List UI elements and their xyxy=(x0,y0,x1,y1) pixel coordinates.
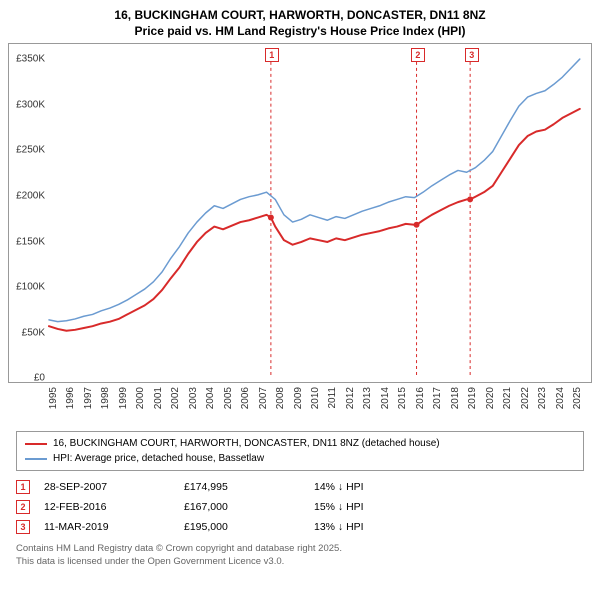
callout-table: 1 28-SEP-2007£174,99514% ↓ HPI 2 12-FEB-201… xyxy=(16,477,584,537)
x-tick-label: 2020 xyxy=(485,387,496,409)
x-tick-label: 2022 xyxy=(520,387,531,409)
callout-marker-3: 3 xyxy=(465,48,479,62)
callout-date: 28-SEP-2007 xyxy=(44,481,184,493)
callout-marker-2: 2 xyxy=(16,500,30,514)
x-tick-label: 2008 xyxy=(275,387,286,409)
y-tick-label: £0 xyxy=(9,373,45,384)
x-tick-label: 1999 xyxy=(118,387,129,409)
chart-title: 16, BUCKINGHAM COURT, HARWORTH, DONCASTE… xyxy=(8,8,592,39)
callout-date: 11-MAR-2019 xyxy=(44,521,184,533)
callout-row: 2 12-FEB-2016£167,00015% ↓ HPI xyxy=(16,497,584,517)
legend-row: HPI: Average price, detached house, Bass… xyxy=(25,451,575,466)
title-line-2: Price paid vs. HM Land Registry's House … xyxy=(8,24,592,40)
x-tick-label: 2001 xyxy=(153,387,164,409)
x-tick-label: 2010 xyxy=(310,387,321,409)
x-tick-label: 2024 xyxy=(555,387,566,409)
legend-label: 16, BUCKINGHAM COURT, HARWORTH, DONCASTE… xyxy=(53,436,440,451)
chart-container: £0 £50K £100K £150K £200K £250K £300K £350K 1 2 3 xyxy=(8,43,592,383)
x-tick-label: 2007 xyxy=(258,387,269,409)
title-line-1: 16, BUCKINGHAM COURT, HARWORTH, DONCASTE… xyxy=(8,8,592,24)
x-tick-label: 2014 xyxy=(380,387,391,409)
y-tick-label: £350K xyxy=(9,54,45,65)
legend-swatch xyxy=(25,443,47,445)
y-tick-label: £150K xyxy=(9,236,45,247)
callout-marker-3: 3 xyxy=(16,520,30,534)
x-tick-label: 2021 xyxy=(502,387,513,409)
legend: 16, BUCKINGHAM COURT, HARWORTH, DONCASTE… xyxy=(16,431,584,471)
y-tick-label: £100K xyxy=(9,282,45,293)
x-tick-label: 2005 xyxy=(223,387,234,409)
footer-line-2: This data is licensed under the Open Gov… xyxy=(16,556,584,568)
legend-label: HPI: Average price, detached house, Bass… xyxy=(53,451,264,466)
callout-row: 3 11-MAR-2019£195,00013% ↓ HPI xyxy=(16,517,584,537)
x-tick-label: 2003 xyxy=(188,387,199,409)
x-tick-label: 1995 xyxy=(48,387,59,409)
callout-row: 1 28-SEP-2007£174,99514% ↓ HPI xyxy=(16,477,584,497)
x-tick-label: 2016 xyxy=(415,387,426,409)
callout-price: £174,995 xyxy=(184,481,314,493)
x-tick-label: 2015 xyxy=(397,387,408,409)
x-tick-label: 2018 xyxy=(450,387,461,409)
callout-marker-2: 2 xyxy=(411,48,425,62)
y-tick-label: £300K xyxy=(9,99,45,110)
plot-area: 1 2 3 xyxy=(49,50,585,376)
callout-date: 12-FEB-2016 xyxy=(44,501,184,513)
y-tick-label: £200K xyxy=(9,190,45,201)
x-tick-label: 2011 xyxy=(327,387,338,409)
x-tick-label: 2012 xyxy=(345,387,356,409)
x-tick-label: 2006 xyxy=(240,387,251,409)
callout-diff: 14% ↓ HPI xyxy=(314,481,464,493)
callout-price: £167,000 xyxy=(184,501,314,513)
footer-line-1: Contains HM Land Registry data © Crown c… xyxy=(16,543,584,555)
x-tick-label: 2025 xyxy=(572,387,583,409)
x-tick-label: 1997 xyxy=(83,387,94,409)
y-tick-label: £250K xyxy=(9,145,45,156)
legend-row: 16, BUCKINGHAM COURT, HARWORTH, DONCASTE… xyxy=(25,436,575,451)
callout-marker-1: 1 xyxy=(265,48,279,62)
chart-svg xyxy=(49,50,585,376)
callout-diff: 13% ↓ HPI xyxy=(314,521,464,533)
x-tick-label: 2019 xyxy=(467,387,478,409)
legend-swatch xyxy=(25,458,47,460)
x-tick-label: 2000 xyxy=(135,387,146,409)
x-tick-label: 1998 xyxy=(100,387,111,409)
x-tick-label: 1996 xyxy=(65,387,76,409)
x-axis-labels: 1995 1996 1997 1998 1999 2000 2001 2002 2003 2004… xyxy=(8,387,592,425)
footer-note: Contains HM Land Registry data © Crown c… xyxy=(16,543,584,568)
x-tick-label: 2009 xyxy=(293,387,304,409)
callout-price: £195,000 xyxy=(184,521,314,533)
x-tick-label: 2023 xyxy=(537,387,548,409)
callout-diff: 15% ↓ HPI xyxy=(314,501,464,513)
x-tick-label: 2002 xyxy=(170,387,181,409)
x-tick-label: 2013 xyxy=(362,387,373,409)
x-tick-label: 2004 xyxy=(205,387,216,409)
x-tick-label: 2017 xyxy=(432,387,443,409)
callout-marker-1: 1 xyxy=(16,480,30,494)
y-tick-label: £50K xyxy=(9,327,45,338)
